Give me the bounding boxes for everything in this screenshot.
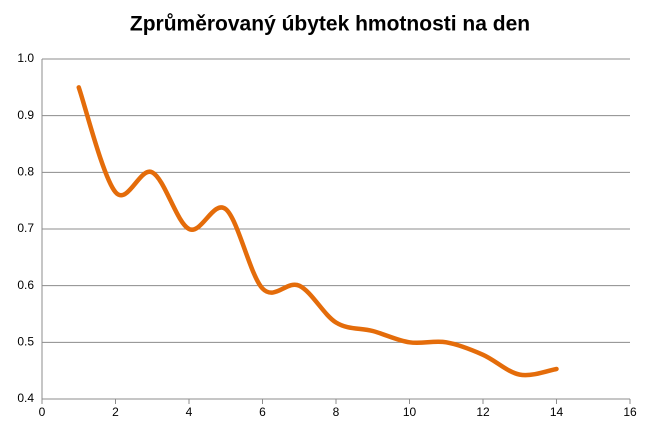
chart-title: Zprůměrovaný úbytek hmotnosti na den — [130, 13, 530, 36]
y-tick-label: 0.4 — [17, 391, 34, 405]
y-tick-label: 0.8 — [17, 165, 34, 179]
x-tick-label: 14 — [550, 405, 564, 419]
x-tick-label: 16 — [623, 405, 637, 419]
y-tick-label: 0.6 — [17, 278, 34, 292]
x-tick-label: 6 — [259, 405, 266, 419]
x-tick-label: 8 — [333, 405, 340, 419]
y-tick-label: 0.7 — [17, 221, 34, 235]
y-tick-label: 1.0 — [17, 51, 34, 65]
x-tick-label: 10 — [403, 405, 417, 419]
y-tick-label: 0.5 — [17, 335, 34, 349]
x-tick-label: 4 — [186, 405, 193, 419]
x-tick-label: 0 — [39, 405, 46, 419]
y-tick-label: 0.9 — [17, 108, 34, 122]
x-tick-label: 12 — [476, 405, 490, 419]
x-tick-label: 2 — [112, 405, 119, 419]
data-line — [76, 85, 559, 378]
